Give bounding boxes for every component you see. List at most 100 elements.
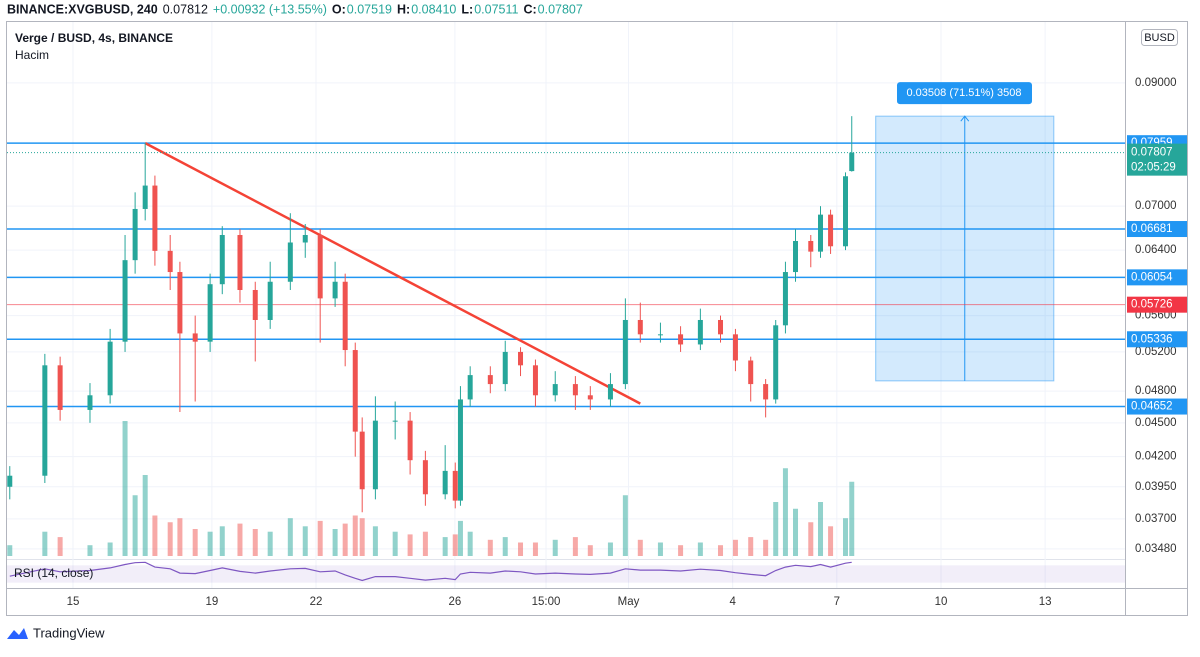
volume-bar — [267, 531, 273, 556]
volume-bar — [818, 502, 824, 556]
volume-bar — [152, 515, 158, 556]
volume-bar — [587, 545, 593, 556]
candle-body — [167, 250, 173, 273]
volume-bar — [107, 542, 113, 556]
volume-bar — [808, 522, 814, 556]
y-tick-label: 0.06400 — [1135, 244, 1177, 256]
level-label-box — [1127, 398, 1187, 415]
candle-body — [818, 214, 824, 252]
chart-frame — [6, 21, 1188, 616]
volume-bar — [748, 537, 754, 556]
x-tick-label: May — [618, 596, 640, 608]
currency-box[interactable] — [1141, 29, 1178, 46]
volume-bar — [657, 542, 663, 556]
candle-body — [372, 420, 378, 490]
candle-body — [552, 384, 558, 396]
volume-bar — [467, 531, 473, 556]
candle-body — [342, 281, 348, 351]
level-label: 0.05336 — [1131, 333, 1173, 345]
volume-bar — [487, 539, 493, 556]
candle-body — [518, 351, 524, 366]
candle-body — [302, 235, 308, 243]
candle-body — [87, 395, 93, 410]
header-o-label: O: — [332, 2, 346, 16]
volume-bar — [697, 542, 703, 556]
candle-body — [657, 334, 663, 336]
y-tick-label: 0.04200 — [1135, 451, 1177, 463]
volume-bar — [219, 526, 225, 556]
candle-body — [107, 341, 113, 396]
volume-bar — [452, 534, 458, 556]
measure-label: 0.03508 (71.51%) 3508 — [907, 87, 1022, 99]
candle-body — [122, 260, 128, 342]
candle-body — [132, 208, 138, 261]
x-tick-label: 13 — [1039, 596, 1052, 608]
y-tick-label: 0.03480 — [1135, 543, 1177, 555]
volume-bar — [793, 508, 799, 556]
header-l: 0.07511 — [474, 2, 518, 16]
y-tick-label: 0.03950 — [1135, 481, 1177, 493]
x-tick-label: 10 — [935, 596, 948, 608]
volume-bar — [773, 502, 779, 556]
candle-body — [252, 289, 258, 320]
volume-bar — [763, 539, 769, 556]
trend-line — [144, 142, 641, 405]
header: BINANCE:XVGBUSD, 240 0.07812 +0.00932 (+13… — [7, 2, 583, 16]
volume-bar — [392, 531, 398, 556]
volume-bar — [317, 520, 323, 556]
candle-body — [207, 284, 213, 342]
volume-bar — [122, 421, 128, 556]
candle-body — [457, 399, 463, 501]
level-label-box — [1127, 221, 1187, 238]
volume-bar — [352, 515, 358, 556]
header-h: 0.08410 — [411, 2, 456, 16]
candle-body — [267, 281, 273, 320]
candle-body — [773, 325, 779, 400]
volume-bar — [532, 542, 538, 556]
candle-body — [467, 375, 473, 400]
volume-bar — [718, 545, 724, 556]
candle-body — [718, 319, 724, 335]
candle-body — [843, 176, 848, 247]
candle-body — [237, 235, 243, 290]
level-label-box — [1127, 296, 1187, 313]
candle-body — [607, 384, 613, 400]
volume-bar — [457, 520, 463, 556]
candle-body — [678, 334, 684, 345]
header-change: +0.00932 (+13.55%) — [213, 2, 327, 16]
candle-body — [407, 420, 413, 461]
volume-bar — [252, 529, 258, 556]
candle-body — [422, 460, 428, 495]
volume-bar — [607, 542, 613, 556]
candle-body — [219, 235, 225, 285]
volume-bar — [132, 495, 138, 556]
candle-body — [532, 365, 538, 396]
volume-bar — [637, 539, 643, 556]
candle-body — [849, 152, 855, 172]
volume-bar — [843, 518, 848, 556]
volume-bar — [207, 531, 213, 556]
candle-body — [42, 365, 48, 476]
candle-body — [332, 281, 338, 299]
x-tick-label: 7 — [834, 596, 840, 608]
level-label: 0.04652 — [1131, 401, 1173, 413]
y-tick-label: 0.07000 — [1135, 200, 1177, 212]
header-o: 0.07519 — [347, 2, 392, 16]
candle-body — [793, 240, 799, 273]
volume-bar — [342, 523, 348, 556]
brand: TradingView — [33, 625, 105, 640]
candle-body — [782, 272, 788, 326]
currency-label[interactable]: BUSD — [1144, 32, 1175, 44]
volume-bar — [732, 539, 738, 556]
x-tick-label: 4 — [729, 596, 736, 608]
volume-bar — [7, 545, 13, 556]
level-label-box — [1127, 269, 1187, 286]
volume-bar — [572, 537, 578, 556]
header-h-label: H: — [397, 2, 410, 16]
candle-body — [177, 272, 183, 334]
volume-bar — [177, 518, 183, 556]
volume-bar — [372, 526, 378, 556]
volume-bar — [142, 475, 148, 556]
header-c: 0.07807 — [538, 2, 583, 16]
